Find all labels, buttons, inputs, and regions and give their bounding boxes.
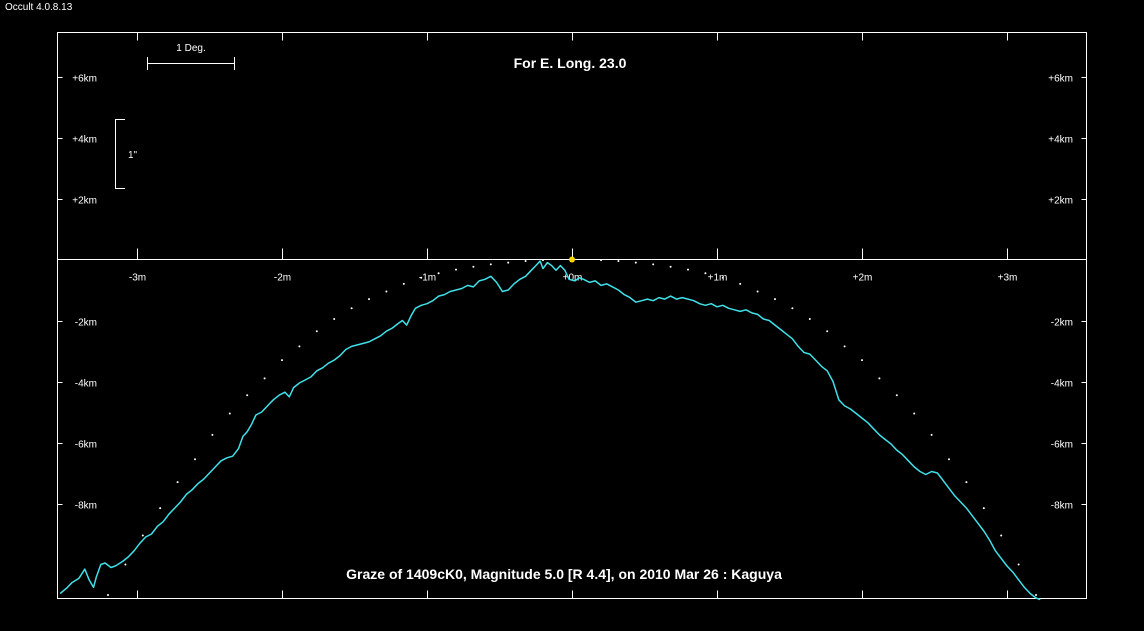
plot-frame — [57, 32, 1087, 599]
limb-dot — [1017, 563, 1020, 566]
limb-dot — [402, 282, 405, 285]
limb-dot — [437, 272, 440, 275]
limb-dot — [263, 377, 266, 380]
x-tick-label: -1m — [419, 273, 436, 284]
limb-dot — [281, 359, 283, 362]
limb-dot — [913, 412, 916, 415]
top-tick-marks — [137, 32, 1008, 41]
limb-dot — [756, 290, 759, 293]
limb-dot — [368, 298, 370, 301]
limb-dot — [739, 282, 742, 285]
limb-dot — [791, 307, 794, 310]
degree-scale-bar: 1 Deg. — [147, 43, 235, 70]
x-tick-label: +2m — [853, 273, 873, 284]
bottom-tick-marks — [137, 248, 1008, 599]
y-ticks-left: +6km +4km +2km -2km -4km -6km -8km — [57, 74, 97, 512]
limb-dot — [507, 261, 510, 264]
limb-dot — [634, 261, 637, 264]
limb-dot — [211, 433, 214, 436]
y-tick-label-left: -6km — [75, 440, 97, 451]
y-tick-label-right: -8km — [1051, 501, 1073, 512]
limb-dot — [878, 377, 881, 380]
limb-dot — [246, 394, 249, 397]
y-tick-label-left: -4km — [75, 379, 97, 390]
limb-dot — [420, 276, 423, 279]
y-tick-label-left: -8km — [75, 501, 97, 512]
limb-dot — [843, 345, 846, 348]
limb-dot — [1035, 594, 1037, 596]
y-tick-label-right: +2km — [1048, 196, 1073, 207]
window-title: Occult 4.0.8.13 — [5, 2, 73, 13]
limb-dot — [861, 359, 863, 362]
limb-dot — [141, 534, 144, 537]
limb-dot — [948, 458, 950, 461]
limb-dot — [333, 318, 336, 320]
limb-dot — [774, 298, 776, 301]
limb-dot — [124, 563, 127, 566]
x-tick-label: +0m — [563, 273, 583, 284]
y-tick-label-right: -2km — [1051, 318, 1073, 329]
limb-dot — [600, 259, 602, 262]
x-tick-label: +1m — [708, 273, 728, 284]
limb-dot — [524, 260, 527, 262]
limb-profile-line — [59, 260, 1041, 601]
limb-dot — [385, 290, 388, 293]
x-tick-label: -3m — [129, 273, 146, 284]
limb-dot — [965, 481, 968, 484]
limb-dot — [617, 260, 620, 262]
y-ticks-right: +6km +4km +2km -2km -4km -6km -8km — [1048, 74, 1087, 512]
limb-dot — [721, 276, 724, 279]
limb-dot — [228, 412, 231, 415]
y-tick-label-left: +4km — [72, 135, 97, 146]
limb-dot — [176, 481, 179, 484]
arcsec-scale-bar: 1" — [115, 119, 138, 189]
limb-dot — [194, 458, 196, 461]
limb-dot — [489, 263, 492, 266]
x-tick-labels: -3m -2m -1m +0m +1m +2m +3m — [129, 273, 1017, 284]
y-tick-label-right: +4km — [1048, 135, 1073, 146]
limb-dot — [982, 507, 985, 510]
limb-dot — [687, 268, 689, 271]
y-tick-label-left: +2km — [72, 196, 97, 207]
y-tick-label-left: +6km — [72, 74, 97, 85]
limb-dot — [652, 263, 655, 266]
star-marker — [569, 256, 575, 263]
limb-dot — [808, 318, 811, 320]
limb-dots — [107, 259, 1037, 596]
limb-dot — [1000, 534, 1003, 537]
limb-dot — [315, 330, 318, 333]
limb-dot — [930, 433, 933, 436]
x-tick-label: -2m — [274, 273, 291, 284]
limb-dot — [826, 330, 829, 333]
arcsec-scale-label: 1" — [128, 150, 138, 161]
limb-dot — [669, 265, 672, 268]
x-tick-label: +3m — [998, 273, 1018, 284]
limb-dot — [704, 272, 707, 275]
chart-caption: Graze of 1409cK0, Magnitude 5.0 [R 4.4],… — [346, 566, 782, 582]
y-tick-label-right: +6km — [1048, 74, 1073, 85]
chart-title: For E. Long. 23.0 — [514, 55, 627, 71]
y-tick-label-right: -4km — [1051, 379, 1073, 390]
limb-dot — [542, 259, 544, 262]
degree-scale-label: 1 Deg. — [176, 43, 205, 54]
limb-dot — [895, 394, 898, 397]
limb-dot — [350, 307, 353, 310]
limb-dot — [107, 594, 109, 596]
limb-dot — [472, 265, 475, 268]
limb-dot — [298, 345, 301, 348]
y-tick-label-left: -2km — [75, 318, 97, 329]
limb-dot — [159, 507, 162, 510]
y-tick-label-right: -6km — [1051, 440, 1073, 451]
limb-dot — [455, 268, 457, 271]
